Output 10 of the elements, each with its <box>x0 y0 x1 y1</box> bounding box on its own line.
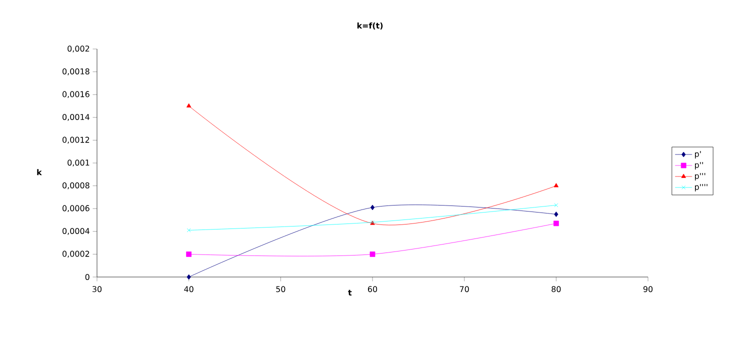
point <box>186 228 191 232</box>
point <box>553 220 559 226</box>
point <box>186 103 192 108</box>
point <box>370 204 375 210</box>
point <box>554 212 558 217</box>
point <box>554 183 559 188</box>
point <box>370 252 376 257</box>
point <box>554 203 558 208</box>
point <box>186 274 191 280</box>
point <box>186 252 192 257</box>
